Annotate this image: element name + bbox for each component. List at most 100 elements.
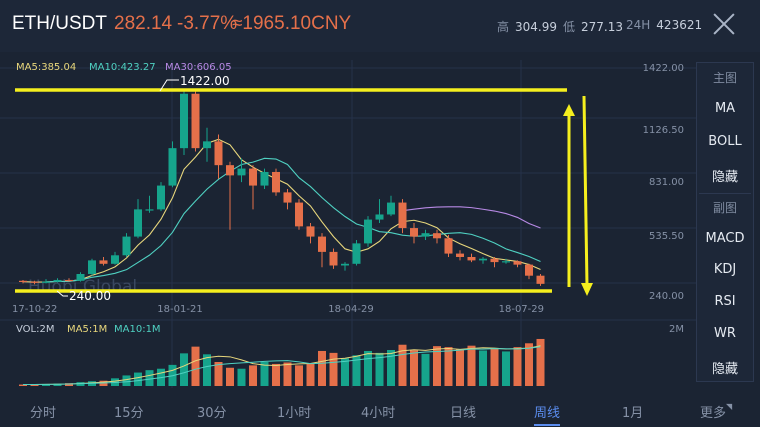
volume-bar — [134, 372, 142, 386]
candlestick-chart[interactable]: Huobi Global MA5:385.04 MA10:423.27 MA30… — [0, 52, 696, 398]
volume-bar — [387, 350, 395, 386]
volume-bar — [237, 368, 246, 386]
volume-bar — [410, 350, 418, 386]
indicator-wr[interactable]: WR — [714, 326, 736, 341]
cny-price: ≈1965.10CNY — [232, 13, 352, 34]
volume-bar — [122, 375, 131, 386]
panel-divider — [699, 193, 751, 194]
candle-body — [122, 236, 131, 256]
volume-bar — [306, 363, 315, 386]
volume-bar — [203, 354, 211, 386]
indicator-macd[interactable]: MACD — [705, 231, 745, 246]
header-bar: ETH/USDT 282.14 -3.77% ≈1965.10CNY 高 304.… — [0, 0, 760, 52]
indicator-ma[interactable]: MA — [714, 101, 736, 116]
volume-bar — [398, 344, 407, 386]
candle-body — [19, 280, 27, 282]
x-tick-label: 18-07-29 — [499, 304, 544, 315]
indicator-sub-hide[interactable]: 隐藏 — [711, 362, 738, 377]
interval-tabs: 分时 15分 30分 1小时 4小时 日线 周线 1月 更多◥ — [0, 398, 760, 427]
candle-body — [387, 202, 395, 215]
legend-vol-ma5: MA5:1M — [67, 324, 107, 335]
legend-ma5: MA5:385.04 — [16, 62, 76, 73]
volume-bar — [502, 351, 510, 386]
candle-body — [237, 168, 246, 176]
candle-body — [76, 273, 85, 281]
low-label: 低 — [563, 20, 576, 34]
indicator-main-hide[interactable]: 隐藏 — [711, 170, 738, 185]
last-price: 282.14 — [114, 13, 173, 34]
legend-vol: VOL:2M — [16, 324, 54, 335]
candle-body — [157, 185, 165, 210]
y-tick-label: 1126.50 — [643, 125, 684, 136]
vol-ma5-line — [23, 345, 541, 386]
volume-bar — [341, 358, 349, 386]
candle-body — [53, 279, 62, 282]
volume-bar — [272, 363, 280, 386]
volume-bar — [260, 362, 269, 386]
candle-body — [375, 214, 384, 220]
tab-15min[interactable]: 15分 — [114, 406, 144, 421]
x-tick-label: 17-10-22 — [12, 304, 57, 315]
more-corner-icon: ◥ — [726, 402, 733, 411]
candle-body — [318, 236, 326, 252]
close-icon[interactable] — [712, 12, 736, 36]
tab-30min[interactable]: 30分 — [197, 406, 227, 421]
indicator-rsi[interactable]: RSI — [714, 294, 736, 309]
candle-body — [42, 281, 50, 283]
vol-tick-label: 2M — [669, 324, 684, 335]
candle-body — [134, 209, 142, 237]
volume-bar — [364, 350, 372, 386]
candle-body — [226, 165, 234, 176]
volume-bar — [191, 346, 200, 386]
volume-bar — [513, 347, 522, 386]
tab-4hour[interactable]: 4小时 — [361, 406, 396, 421]
x-tick-label: 18-01-21 — [157, 304, 202, 315]
volume-bar — [42, 384, 50, 386]
tab-timeline[interactable]: 分时 — [30, 406, 57, 421]
indicator-boll[interactable]: BOLL — [708, 134, 742, 149]
tab-daily[interactable]: 日线 — [450, 406, 477, 421]
volume-bar — [421, 353, 430, 386]
high-label: 高 — [497, 20, 510, 34]
volume-bar — [467, 345, 476, 386]
candle-body — [306, 226, 315, 237]
y-tick-label: 831.00 — [649, 177, 684, 188]
candle-body — [444, 238, 453, 254]
tab-1hour[interactable]: 1小时 — [277, 406, 312, 421]
tab-weekly[interactable]: 周线 — [534, 402, 561, 426]
volume-bar — [19, 384, 27, 386]
high-annotation: 1422.00 — [180, 74, 230, 88]
volume-bar — [145, 370, 154, 386]
candle-body — [398, 202, 407, 229]
ma5-line — [22, 138, 541, 283]
candle-body — [433, 233, 441, 239]
candle-body — [410, 228, 418, 237]
arrow-head-down — [581, 283, 593, 296]
tab-monthly[interactable]: 1月 — [622, 406, 644, 421]
high-stat: 高 304.99 — [497, 18, 557, 35]
volume-bar — [30, 384, 39, 386]
volume-bar — [352, 355, 361, 386]
volume-bar — [53, 383, 62, 386]
tab-more[interactable]: 更多◥ — [700, 402, 732, 421]
candle-body — [513, 261, 522, 265]
y-tick-label: 240.00 — [649, 291, 684, 302]
legend-vol-ma10: MA10:1M — [114, 324, 161, 335]
chart-area[interactable]: Huobi Global MA5:385.04 MA10:423.27 MA30… — [0, 52, 696, 398]
y-tick-label: 1422.00 — [643, 63, 684, 74]
change-percent: -3.77% — [177, 13, 238, 34]
candle-body — [364, 219, 372, 244]
indicator-kdj[interactable]: KDJ — [713, 262, 737, 277]
candle-body — [352, 243, 361, 264]
candle-body — [214, 141, 223, 166]
pair-title[interactable]: ETH/USDT — [12, 13, 107, 34]
vol24-stat: 24H 423621 — [626, 18, 702, 32]
candle-body — [502, 261, 510, 263]
range-arrow-right — [582, 95, 589, 287]
candle-body — [479, 258, 487, 261]
volume-bar — [444, 347, 453, 386]
ma10-line — [45, 157, 541, 283]
low-value: 277.13 — [581, 20, 624, 34]
candle-body — [421, 233, 430, 237]
low-pointer — [56, 290, 68, 297]
